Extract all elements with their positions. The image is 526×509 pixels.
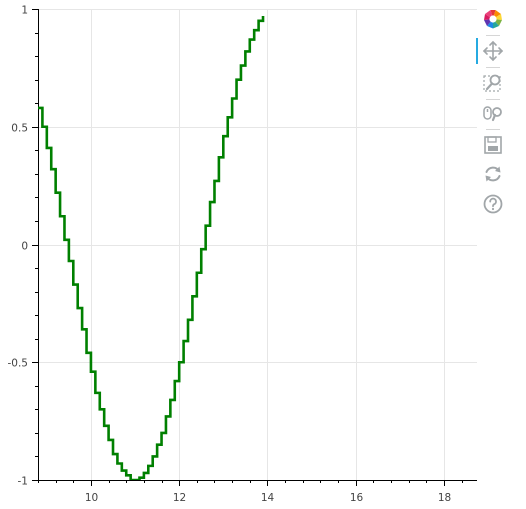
axes <box>38 9 477 481</box>
y-axis-ticks: -1 -0.5 0 0.5 1 <box>8 5 38 488</box>
y-tick-label: 0.5 <box>11 123 28 135</box>
x-tick-label: 18 <box>438 492 451 504</box>
toolbar-divider <box>486 99 500 100</box>
step-line-series <box>38 16 265 480</box>
x-tick-label: 14 <box>261 492 275 504</box>
y-tick-label: -1 <box>18 476 28 488</box>
active-tool-indicator <box>476 38 478 64</box>
y-tick-label: 1 <box>21 5 28 17</box>
toolbar-divider <box>486 129 500 130</box>
bokeh-logo-icon <box>480 6 506 32</box>
x-tick-label: 12 <box>173 492 186 504</box>
series-group <box>38 16 265 480</box>
reset-icon[interactable] <box>480 161 506 187</box>
save-icon[interactable] <box>480 132 506 158</box>
toolbar-divider <box>486 67 500 68</box>
wheel-zoom-icon[interactable] <box>480 101 506 127</box>
x-tick-label: 10 <box>85 492 98 504</box>
y-tick-label: 0 <box>21 241 28 253</box>
x-tick-label: 16 <box>350 492 364 504</box>
pan-icon[interactable] <box>480 38 506 64</box>
toolbar-divider <box>486 35 500 36</box>
toolbar <box>476 4 510 224</box>
help-icon[interactable] <box>480 191 506 217</box>
x-axis-ticks: 10 12 14 16 18 <box>38 480 463 504</box>
y-tick-label: -0.5 <box>8 358 29 370</box>
box-zoom-icon[interactable] <box>480 70 506 96</box>
